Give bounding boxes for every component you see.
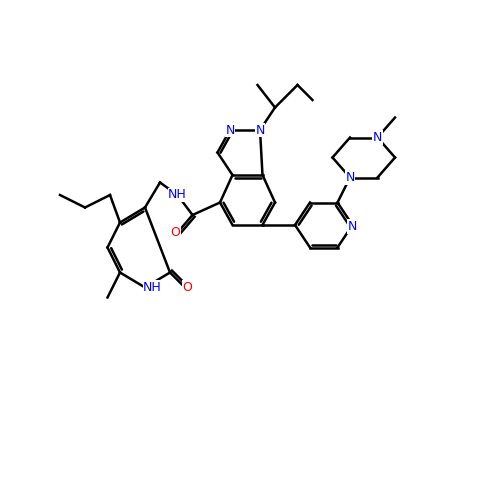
Text: N: N xyxy=(348,220,357,233)
Text: O: O xyxy=(182,281,192,294)
Text: N: N xyxy=(256,124,264,136)
Text: N: N xyxy=(346,171,354,184)
Text: N: N xyxy=(226,124,234,136)
Text: NH: NH xyxy=(143,281,162,294)
Text: NH: NH xyxy=(168,188,187,202)
Text: O: O xyxy=(170,226,180,239)
Text: N: N xyxy=(373,131,382,144)
